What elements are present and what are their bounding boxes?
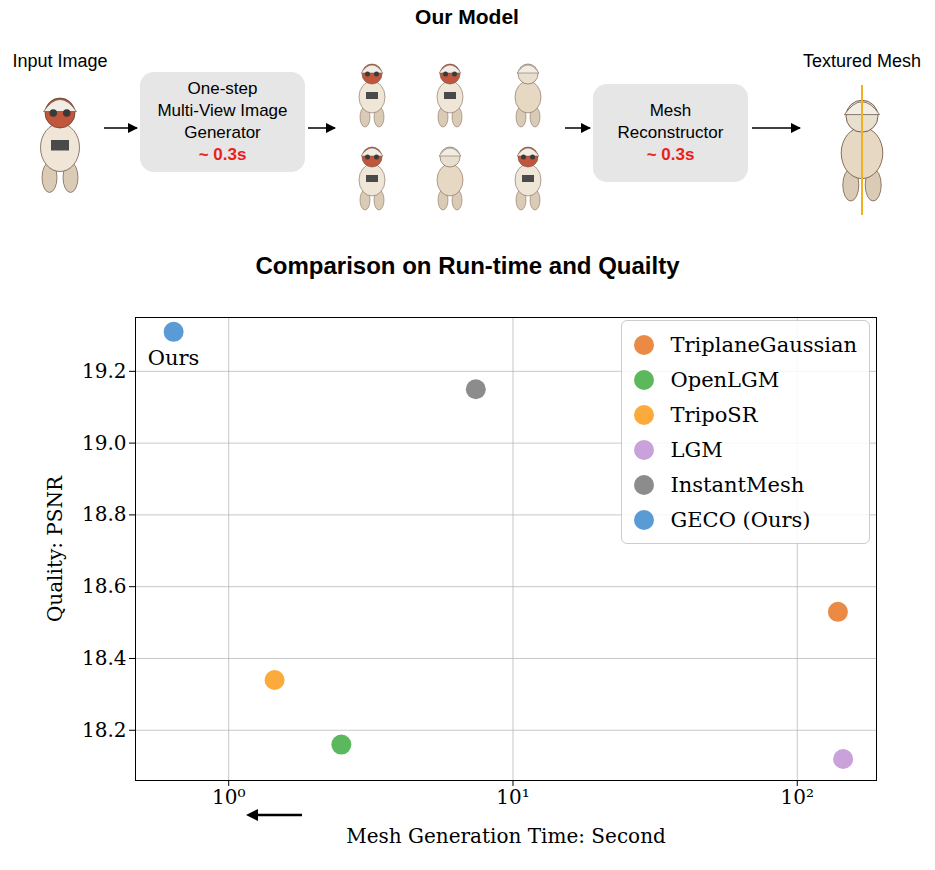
html-text:GECO (Ours): GECO (Ours) bbox=[670, 507, 811, 532]
html-text:InstantMesh: InstantMesh bbox=[670, 472, 805, 497]
svg-text:18.6: 18.6 bbox=[82, 574, 127, 598]
svg-text:Quality: PSNR: Quality: PSNR bbox=[43, 475, 67, 622]
html-text:TriplaneGaussian: TriplaneGaussian bbox=[670, 332, 857, 357]
html-text:TripoSR: TripoSR bbox=[670, 402, 758, 427]
html-text:OpenLGM: OpenLGM bbox=[670, 367, 780, 392]
svg-text:Textured Mesh: Textured Mesh bbox=[803, 51, 921, 71]
svg-text:18.4: 18.4 bbox=[82, 646, 127, 670]
svg-text:Ours: Ours bbox=[148, 346, 200, 370]
svg-text:18.8: 18.8 bbox=[82, 502, 127, 526]
svg-text:10¹: 10¹ bbox=[496, 785, 529, 809]
svg-text:Mesh: Mesh bbox=[650, 101, 692, 120]
svg-text:One-step: One-step bbox=[188, 79, 258, 98]
svg-text:19.2: 19.2 bbox=[82, 359, 127, 383]
svg-text:~ 0.3s: ~ 0.3s bbox=[199, 145, 247, 164]
svg-text:Multi-View Image: Multi-View Image bbox=[157, 101, 287, 120]
svg-text:~ 0.3s: ~ 0.3s bbox=[647, 145, 695, 164]
svg-text:Input Image: Input Image bbox=[12, 51, 107, 71]
svg-text:Mesh Generation Time: Second: Mesh Generation Time: Second bbox=[346, 824, 666, 848]
html-text:LGM: LGM bbox=[670, 437, 723, 462]
svg-text:10²: 10² bbox=[781, 785, 814, 809]
svg-text:Reconstructor: Reconstructor bbox=[618, 123, 724, 142]
svg-text:19.0: 19.0 bbox=[82, 431, 127, 455]
html-text:Comparison on Run-time and Qua: Comparison on Run-time and Quailty bbox=[255, 252, 680, 279]
svg-text:18.2: 18.2 bbox=[82, 718, 127, 742]
svg-text:Our Model: Our Model bbox=[415, 5, 519, 28]
svg-text:Generator: Generator bbox=[184, 123, 261, 142]
svg-text:10⁰: 10⁰ bbox=[212, 785, 245, 809]
